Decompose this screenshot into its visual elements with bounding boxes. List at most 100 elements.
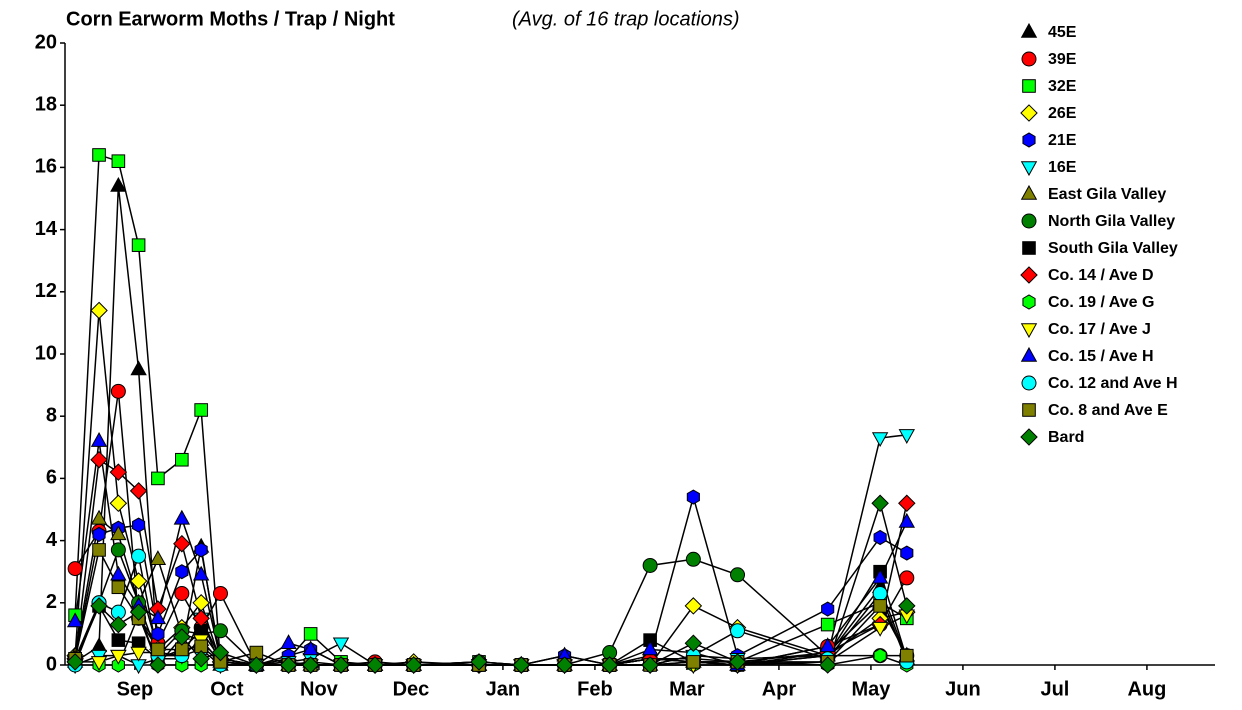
data-point — [132, 517, 146, 533]
data-point — [129, 603, 148, 621]
data-point — [600, 656, 619, 674]
data-point — [90, 656, 108, 671]
data-point — [404, 656, 423, 674]
x-tick-label: Apr — [762, 678, 797, 700]
data-point — [899, 570, 915, 586]
data-point — [90, 301, 108, 320]
legend-label: 16E — [1048, 159, 1077, 176]
data-point — [900, 648, 914, 663]
data-point — [90, 431, 108, 447]
y-tick-label: 10 — [35, 342, 57, 364]
data-point — [129, 482, 148, 500]
legend-label: 32E — [1048, 78, 1077, 95]
legend-label: Co. 15 / Ave H — [1048, 348, 1154, 365]
data-point — [555, 656, 574, 674]
data-point — [111, 633, 126, 647]
y-tick-label: 18 — [35, 93, 57, 115]
data-point — [898, 512, 915, 528]
data-point — [92, 148, 106, 162]
data-point — [470, 653, 488, 671]
legend-label: Co. 8 and Ave E — [1048, 402, 1168, 419]
data-point — [366, 656, 384, 674]
legend-label: East Gila Valley — [1048, 186, 1166, 203]
data-point — [898, 494, 916, 513]
data-point — [728, 653, 747, 671]
data-point — [90, 597, 108, 615]
data-point — [192, 609, 210, 628]
data-point — [642, 557, 658, 573]
data-point — [684, 634, 703, 652]
legend-label: 21E — [1048, 132, 1077, 149]
data-point — [730, 567, 746, 583]
data-point — [871, 621, 889, 637]
data-point — [685, 551, 701, 567]
data-point — [686, 655, 701, 669]
y-tick-label: 2 — [46, 591, 57, 613]
data-point — [110, 525, 127, 541]
legend-marker — [1022, 294, 1036, 310]
data-point — [131, 238, 146, 252]
y-tick-label: 14 — [35, 218, 58, 240]
data-point — [92, 543, 106, 557]
data-point — [173, 509, 191, 525]
x-tick-label: Feb — [577, 678, 613, 700]
data-point — [131, 548, 147, 564]
y-tick-label: 8 — [46, 404, 57, 426]
data-point — [175, 564, 189, 580]
data-point — [302, 640, 319, 656]
data-point — [129, 572, 148, 590]
data-point — [301, 656, 320, 674]
data-point — [90, 509, 108, 525]
x-tick-label: Jan — [486, 678, 520, 700]
data-point — [212, 623, 228, 639]
data-point — [871, 494, 889, 513]
data-point — [872, 585, 888, 601]
data-point — [149, 550, 167, 566]
data-point — [641, 656, 659, 674]
data-point — [111, 657, 125, 673]
data-point — [821, 601, 835, 617]
data-point — [130, 646, 147, 662]
data-point — [66, 612, 84, 628]
data-point — [873, 529, 887, 546]
data-point — [332, 637, 350, 653]
x-tick-label: Dec — [393, 678, 430, 700]
data-point — [818, 656, 837, 674]
x-tick-label: Jul — [1040, 678, 1069, 700]
data-point — [90, 637, 108, 653]
y-tick-label: 6 — [46, 467, 57, 489]
data-point — [192, 650, 210, 668]
data-point — [280, 634, 297, 649]
y-tick-label: 20 — [35, 31, 57, 53]
data-point — [109, 615, 128, 634]
data-point — [110, 565, 127, 581]
data-point — [151, 642, 165, 657]
data-point — [512, 656, 531, 674]
legend-label: 45E — [1048, 24, 1077, 41]
data-point — [194, 542, 208, 558]
data-point — [730, 623, 746, 639]
data-point — [151, 626, 165, 642]
data-point — [173, 628, 191, 646]
legend-marker — [1020, 428, 1038, 446]
legend-marker — [1022, 241, 1036, 255]
data-point — [192, 565, 210, 581]
data-point — [110, 649, 127, 665]
x-tick-label: Mar — [669, 678, 705, 700]
data-point — [871, 568, 889, 584]
data-point — [211, 643, 230, 662]
x-tick-label: Aug — [1127, 678, 1166, 700]
data-point — [686, 489, 700, 505]
legend-marker — [1020, 184, 1038, 200]
data-point — [109, 494, 128, 513]
data-point — [130, 360, 147, 376]
data-point — [873, 648, 887, 664]
data-point — [111, 580, 126, 595]
data-point — [90, 450, 108, 469]
data-point — [641, 640, 659, 656]
chart-title: Corn Earworm Moths / Trap / Night — [66, 8, 395, 30]
legend-label: Co. 19 / Ave G — [1048, 294, 1154, 311]
legend-marker — [1020, 323, 1038, 339]
legend-label: Bard — [1048, 429, 1084, 446]
legend-marker — [1021, 51, 1037, 67]
